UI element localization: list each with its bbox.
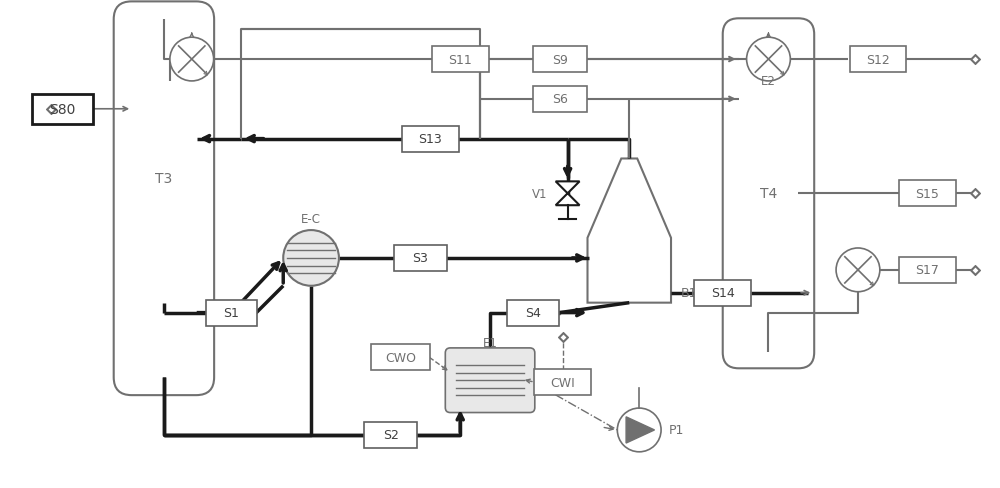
FancyBboxPatch shape [533,47,587,73]
FancyBboxPatch shape [114,2,214,395]
FancyBboxPatch shape [534,369,591,395]
Text: V1: V1 [532,187,548,201]
FancyBboxPatch shape [394,245,447,271]
Circle shape [283,231,339,286]
Polygon shape [626,417,655,443]
FancyBboxPatch shape [507,300,559,326]
FancyBboxPatch shape [899,257,956,283]
FancyBboxPatch shape [533,87,587,113]
Text: S2: S2 [383,428,399,442]
Text: T4: T4 [760,187,777,201]
Text: CWI: CWI [550,376,575,389]
Text: CWO: CWO [385,351,416,364]
Text: S12: S12 [866,54,890,66]
Text: S1: S1 [224,306,239,320]
FancyBboxPatch shape [445,348,535,413]
FancyBboxPatch shape [850,47,906,73]
Text: S80: S80 [49,102,76,117]
FancyBboxPatch shape [206,300,257,326]
Text: E-C: E-C [301,212,321,225]
Text: P1: P1 [669,424,684,437]
Text: S3: S3 [413,252,428,265]
Circle shape [170,38,214,82]
FancyBboxPatch shape [402,126,459,152]
Text: S14: S14 [711,286,735,300]
FancyBboxPatch shape [32,95,93,124]
FancyBboxPatch shape [364,422,417,448]
FancyBboxPatch shape [432,47,489,73]
Polygon shape [588,159,671,303]
Text: E2: E2 [761,75,776,88]
Circle shape [617,408,661,452]
Circle shape [747,38,790,82]
Text: S9: S9 [552,54,568,66]
Text: S15: S15 [916,187,939,201]
Text: S17: S17 [916,264,939,277]
Text: B1: B1 [681,286,697,300]
FancyBboxPatch shape [694,280,751,306]
Text: S6: S6 [552,93,568,106]
Text: E1: E1 [483,337,497,350]
Text: S4: S4 [525,306,541,320]
Text: S13: S13 [419,133,442,146]
Text: S11: S11 [448,54,472,66]
Polygon shape [556,182,580,206]
FancyBboxPatch shape [899,181,956,207]
FancyBboxPatch shape [723,19,814,368]
FancyBboxPatch shape [371,345,430,370]
Circle shape [836,248,880,292]
Text: T3: T3 [155,172,173,186]
